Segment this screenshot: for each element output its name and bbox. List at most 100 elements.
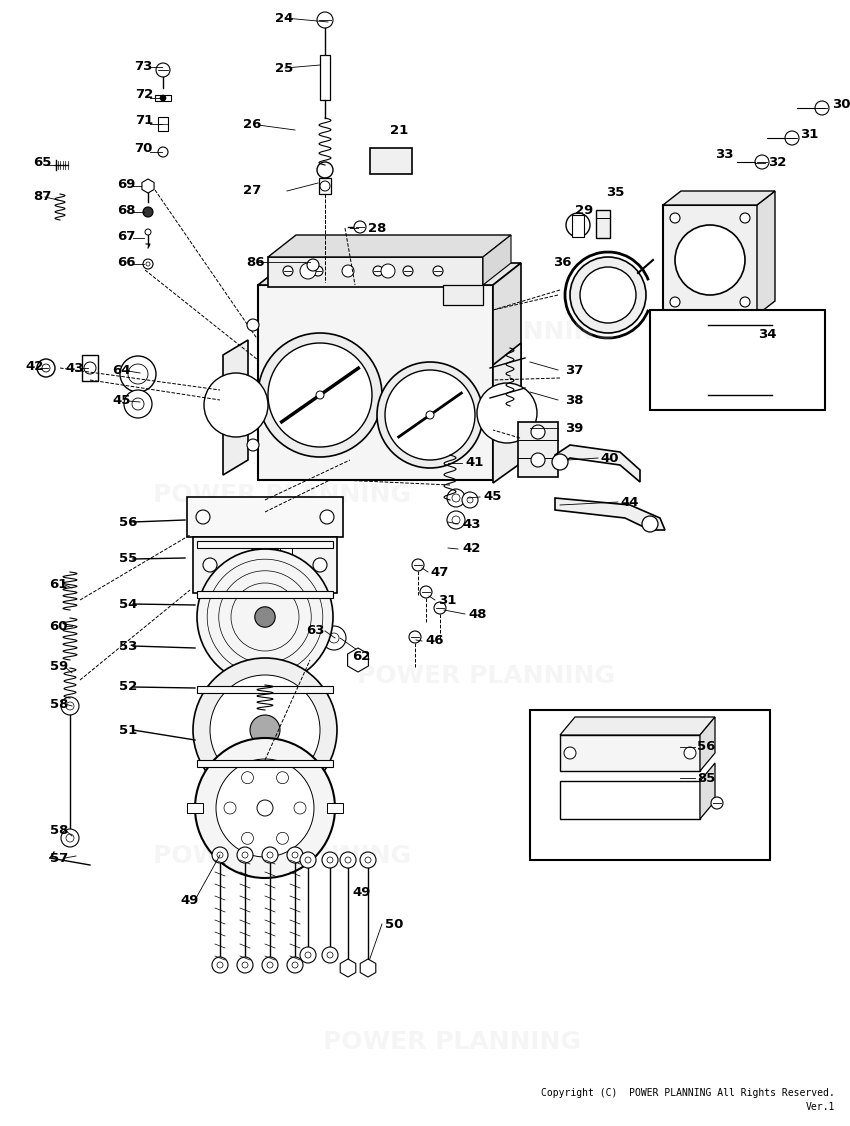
Text: 43: 43 <box>65 361 84 375</box>
Bar <box>197 591 333 598</box>
Text: POWER PLANNING: POWER PLANNING <box>357 320 615 345</box>
Text: 36: 36 <box>553 257 571 269</box>
Text: 60: 60 <box>49 619 68 633</box>
Circle shape <box>241 771 253 784</box>
Circle shape <box>262 957 278 973</box>
Text: 31: 31 <box>438 593 456 607</box>
Text: 34: 34 <box>758 329 777 341</box>
Circle shape <box>237 957 253 973</box>
Text: 64: 64 <box>112 365 131 377</box>
Text: 72: 72 <box>135 89 153 101</box>
Polygon shape <box>555 498 665 530</box>
Circle shape <box>145 229 151 235</box>
Text: 24: 24 <box>275 11 293 25</box>
Circle shape <box>156 63 170 77</box>
Polygon shape <box>258 263 521 285</box>
Text: 28: 28 <box>368 222 387 234</box>
Bar <box>82 355 98 381</box>
Text: POWER PLANNING: POWER PLANNING <box>323 1029 581 1054</box>
Circle shape <box>343 266 353 276</box>
Text: 67: 67 <box>117 231 136 243</box>
Circle shape <box>447 489 465 507</box>
Circle shape <box>345 857 351 863</box>
Circle shape <box>381 263 395 278</box>
Circle shape <box>66 701 74 711</box>
Circle shape <box>292 852 298 858</box>
Bar <box>197 760 333 767</box>
Text: 42: 42 <box>26 359 44 373</box>
Circle shape <box>711 797 723 808</box>
Text: 57: 57 <box>50 851 68 865</box>
Bar <box>187 803 203 813</box>
Circle shape <box>385 370 475 461</box>
Circle shape <box>61 829 79 847</box>
Circle shape <box>317 162 333 178</box>
Bar <box>663 205 758 315</box>
Circle shape <box>158 148 168 157</box>
Circle shape <box>313 558 327 572</box>
Circle shape <box>305 857 311 863</box>
Circle shape <box>283 266 293 276</box>
Circle shape <box>204 373 268 437</box>
Circle shape <box>307 259 319 271</box>
Circle shape <box>268 343 372 447</box>
Circle shape <box>300 852 316 868</box>
Circle shape <box>287 847 303 863</box>
Circle shape <box>327 951 333 958</box>
Circle shape <box>322 852 338 868</box>
Bar <box>530 711 770 860</box>
Circle shape <box>642 516 658 531</box>
Circle shape <box>365 857 371 863</box>
Circle shape <box>740 297 750 307</box>
Ellipse shape <box>693 325 723 395</box>
Circle shape <box>403 266 413 276</box>
Circle shape <box>37 359 55 377</box>
Text: 51: 51 <box>119 724 137 736</box>
Circle shape <box>433 266 443 276</box>
Text: 27: 27 <box>243 185 261 197</box>
Text: 49: 49 <box>180 894 199 906</box>
Circle shape <box>216 759 314 857</box>
Text: 87: 87 <box>34 190 52 204</box>
Polygon shape <box>757 191 775 315</box>
Ellipse shape <box>757 325 787 395</box>
Text: 48: 48 <box>468 608 486 620</box>
Polygon shape <box>58 161 70 169</box>
Circle shape <box>195 738 335 878</box>
Circle shape <box>755 155 769 169</box>
Circle shape <box>294 802 306 814</box>
Text: 65: 65 <box>34 155 52 169</box>
Text: Ver.1: Ver.1 <box>806 1102 835 1112</box>
Text: 47: 47 <box>430 565 448 579</box>
Polygon shape <box>493 263 521 480</box>
Text: 58: 58 <box>49 697 68 711</box>
Bar <box>370 148 412 175</box>
Circle shape <box>327 857 333 863</box>
Circle shape <box>412 558 424 571</box>
Text: 32: 32 <box>768 157 786 170</box>
Text: 71: 71 <box>135 115 153 127</box>
Circle shape <box>203 558 217 572</box>
Circle shape <box>292 962 298 968</box>
Circle shape <box>276 771 288 784</box>
Circle shape <box>255 607 275 627</box>
Circle shape <box>570 257 646 333</box>
Circle shape <box>210 674 320 785</box>
Circle shape <box>462 492 478 508</box>
Circle shape <box>675 225 745 295</box>
Circle shape <box>143 207 153 217</box>
Circle shape <box>342 265 354 277</box>
Text: POWER PLANNING: POWER PLANNING <box>153 843 411 868</box>
Text: POWER PLANNING: POWER PLANNING <box>153 483 411 508</box>
Text: 59: 59 <box>50 661 68 673</box>
Polygon shape <box>493 343 521 483</box>
Text: 52: 52 <box>119 680 137 694</box>
Circle shape <box>531 453 545 467</box>
Text: 54: 54 <box>119 598 137 610</box>
Text: 26: 26 <box>242 118 261 132</box>
Circle shape <box>815 101 829 115</box>
Circle shape <box>217 962 223 968</box>
Text: 58: 58 <box>49 823 68 837</box>
Circle shape <box>320 181 330 191</box>
Circle shape <box>42 364 50 372</box>
